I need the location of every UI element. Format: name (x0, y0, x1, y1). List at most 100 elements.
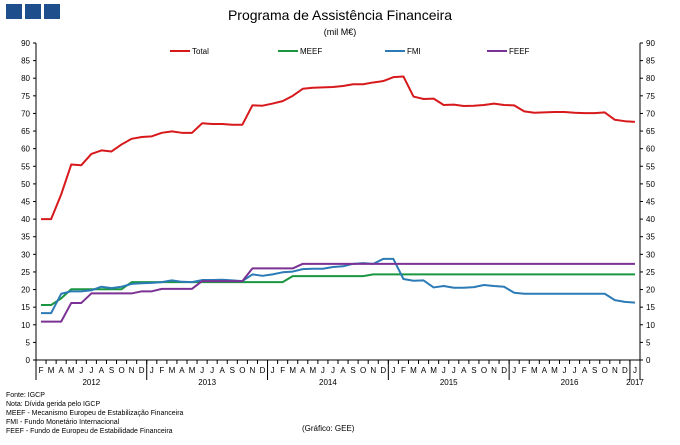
y-tick-label: 20 (21, 286, 30, 295)
x-tick-label: O (602, 366, 608, 375)
y-tick-label: 70 (21, 109, 30, 118)
y2-tick-label: 45 (646, 198, 655, 207)
x-tick-label: A (340, 366, 346, 375)
legend-label-feef: FEEF (509, 47, 530, 56)
y-tick-label: 35 (21, 233, 30, 242)
note-source: Fonte: IGCP (6, 392, 45, 399)
x-tick-label: A (421, 366, 427, 375)
series-line-total (41, 75, 636, 221)
logo-block-3 (44, 4, 60, 19)
x-tick-label: N (491, 366, 497, 375)
y-tick-label: 75 (21, 92, 30, 101)
y2-tick-label: 70 (646, 109, 655, 118)
x-tick-label: J (391, 366, 395, 375)
x-tick-label: J (89, 366, 93, 375)
x-tick-label: A (461, 366, 467, 375)
x-tick-label: M (531, 366, 538, 375)
x-tick-label: D (380, 366, 386, 375)
y-tick-label: 80 (21, 74, 30, 83)
x-tick-label: J (210, 366, 214, 375)
x-tick-label: M (289, 366, 296, 375)
y-tick-label: 40 (21, 215, 30, 224)
x-tick-label: F (280, 366, 285, 375)
note-meef: MEEF - Mecanismo Europeu de Estabilizaçã… (6, 410, 184, 417)
logo-block-1 (6, 4, 22, 19)
x-tick-label: M (551, 366, 558, 375)
x-tick-label: A (99, 366, 105, 375)
y2-tick-label: 20 (646, 286, 655, 295)
y2-tick-label: 15 (646, 303, 655, 312)
year-label: 2013 (198, 378, 216, 387)
note-debt: Nota: Dívida gerida pelo IGCP (6, 401, 101, 408)
year-label: 2017 (626, 378, 644, 387)
y2-tick-label: 30 (646, 250, 655, 259)
year-label: 2015 (440, 378, 458, 387)
y2-tick-label: 40 (646, 215, 655, 224)
y2-tick-label: 55 (646, 162, 655, 171)
x-tick-label: S (592, 366, 597, 375)
x-tick-label: O (481, 366, 487, 375)
x-tick-label: F (522, 366, 527, 375)
year-label: 2014 (319, 378, 337, 387)
x-tick-label: J (331, 366, 335, 375)
notes-block: Fonte: IGCP Nota: Dívida gerida pelo IGC… (6, 391, 183, 436)
legend-label-total: Total (192, 47, 209, 56)
y-tick-label: 15 (21, 303, 30, 312)
y-tick-label: 65 (21, 127, 30, 136)
y2-tick-label: 75 (646, 92, 655, 101)
x-tick-label: N (370, 366, 376, 375)
y2-tick-label: 90 (646, 39, 655, 48)
x-tick-label: A (179, 366, 185, 375)
x-tick-label: J (512, 366, 516, 375)
x-tick-label: J (79, 366, 83, 375)
series-line-fmi (41, 257, 636, 315)
x-tick-label: J (271, 366, 275, 375)
y-tick-label: 45 (21, 198, 30, 207)
series-lines (41, 75, 636, 323)
y-tick-label: 85 (21, 57, 30, 66)
y2-tick-label: 85 (646, 57, 655, 66)
year-label: 2012 (82, 378, 100, 387)
x-tick-label: F (401, 366, 406, 375)
logo-block-2 (25, 4, 41, 19)
chart-credit: (Gráfico: GEE) (302, 424, 355, 433)
x-tick-label: J (573, 366, 577, 375)
x-tick-label: A (582, 366, 588, 375)
x-tick-label: D (622, 366, 628, 375)
x-tick-label: J (442, 366, 446, 375)
legend: Total MEEF FMI FEEF (170, 47, 530, 56)
x-tick-label: A (542, 366, 548, 375)
x-tick-label: O (239, 366, 245, 375)
y-tick-label: 10 (21, 321, 30, 330)
y-tick-label: 90 (21, 39, 30, 48)
x-tick-label: M (48, 366, 55, 375)
y-tick-label: 30 (21, 250, 30, 259)
x-tick-label: D (139, 366, 145, 375)
x-tick-label: A (58, 366, 64, 375)
x-tick-label: J (200, 366, 204, 375)
chart-subtitle: (mil M€) (323, 27, 357, 37)
x-tick-label: N (250, 366, 256, 375)
y-tick-label: 50 (21, 180, 30, 189)
y2-tick-label: 0 (646, 356, 651, 365)
y2-tick-label: 65 (646, 127, 655, 136)
x-tick-label: M (430, 366, 437, 375)
y-tick-label: 25 (21, 268, 30, 277)
x-tick-label: A (220, 366, 226, 375)
x-tick-label: O (118, 366, 124, 375)
y-tick-label: 0 (26, 356, 31, 365)
legend-label-meef: MEEF (300, 47, 322, 56)
y2-tick-label: 35 (646, 233, 655, 242)
note-feef: FEEF - Fundo de Europeu de Estabilidade … (6, 428, 173, 435)
y2-tick-label: 80 (646, 74, 655, 83)
year-label: 2016 (561, 378, 579, 387)
note-fmi: FMI - Fundo Monetário Internacional (6, 419, 120, 426)
series-line-meef (41, 273, 635, 307)
x-tick-label: J (321, 366, 325, 375)
y2-tick-label: 25 (646, 268, 655, 277)
x-tick-label: N (612, 366, 618, 375)
y2-tick-label: 60 (646, 145, 655, 154)
x-tick-label: S (109, 366, 114, 375)
x-tick-label: M (169, 366, 176, 375)
